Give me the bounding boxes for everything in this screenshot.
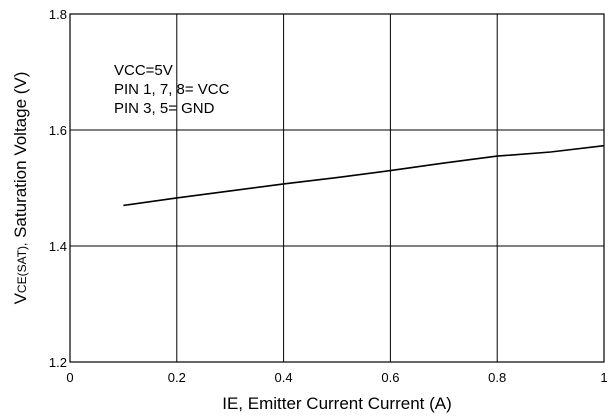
x-tick-label: 0.2 bbox=[168, 370, 186, 385]
y-tick-label: 1.2 bbox=[49, 355, 67, 370]
x-tick-label: 0.6 bbox=[381, 370, 399, 385]
x-tick-label: 1 bbox=[600, 370, 607, 385]
y-axis-title-main: V bbox=[11, 292, 30, 304]
grid-lines bbox=[70, 14, 604, 362]
y-tick-label: 1.4 bbox=[49, 239, 67, 254]
y-tick-label: 1.8 bbox=[49, 7, 67, 22]
annotation-line: VCC=5V bbox=[114, 62, 173, 79]
plot-area-border bbox=[69, 13, 605, 363]
series-line bbox=[123, 144, 605, 207]
y-axis-title-rest: Saturation Voltage (V) bbox=[11, 72, 30, 243]
y-tick-label: 1.6 bbox=[49, 123, 67, 138]
y-axis-title: VCE(SAT), Saturation Voltage (V) bbox=[11, 72, 30, 305]
y-tick-labels: 1.2 1.4 1.6 1.8 bbox=[49, 7, 67, 370]
x-tick-label: 0 bbox=[66, 370, 73, 385]
x-tick-label: 0.4 bbox=[275, 370, 293, 385]
x-tick-label: 0.8 bbox=[488, 370, 506, 385]
y-axis-title-subscript: CE(SAT), bbox=[15, 243, 29, 293]
annotations: VCC=5V PIN 1, 7, 8= VCC PIN 3, 5= GND bbox=[114, 62, 230, 117]
annotation-line: PIN 3, 5= GND bbox=[114, 100, 215, 117]
x-tick-labels: 0 0.2 0.4 0.6 0.8 1 bbox=[66, 370, 607, 385]
annotation-line: PIN 1, 7, 8= VCC bbox=[114, 81, 230, 98]
x-axis-title: IE, Emitter Current Current (A) bbox=[222, 394, 452, 413]
